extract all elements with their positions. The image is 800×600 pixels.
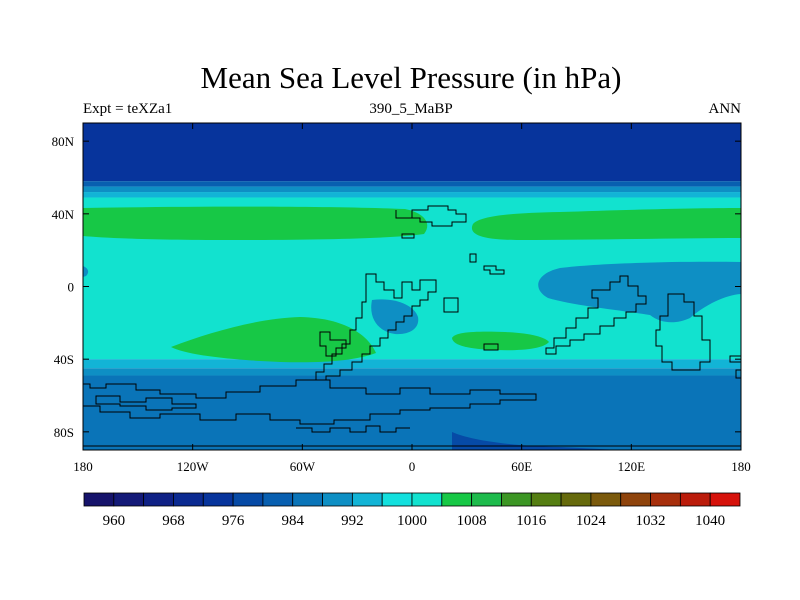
chart-title: Mean Sea Level Pressure (in hPa) [200,60,622,95]
colorbar-label: 960 [103,513,126,529]
band-2 [83,186,741,193]
band-6 [83,368,741,376]
colorbar-swatch [381,492,413,507]
colorbar-swatch [650,492,681,507]
colorbar-swatch [143,492,174,507]
colorbar-swatch [351,492,383,507]
colorbar-swatch [232,492,264,507]
period-label: 390_5_MaBP [369,101,453,117]
colorbar-label: 1008 [457,513,487,529]
colorbar-label: 984 [281,513,304,529]
colorbar-label: 992 [341,513,364,529]
season-label: ANN [708,101,742,117]
colorbar-swatch [620,492,651,507]
colorbar-swatch [173,492,204,507]
y-tick-label: 40S [54,352,74,367]
colorbar-swatch [83,492,115,507]
colorbar-swatch [441,492,473,507]
colorbar-label: 1000 [397,513,427,529]
colorbar: 960 968 976 984 992 1000 1008 1016 1024 1032 1040 [83,492,741,529]
x-tick-label: 180 [731,459,751,474]
colorbar-swatch [709,492,741,507]
colorbar-swatch [292,492,323,507]
colorbar-label: 1024 [576,513,607,529]
band-0 [83,123,741,182]
colorbar-swatch [322,492,353,507]
colorbar-label: 1016 [516,513,547,529]
colorbar-label: 1040 [695,513,725,529]
colorbar-swatch [202,492,234,507]
northern-high-west [83,206,428,240]
pressure-cells [83,206,741,450]
x-tick-label: 60E [511,459,532,474]
colorbar-label: 968 [162,513,185,529]
colorbar-swatch [262,492,294,507]
colorbar-swatch [530,492,562,507]
band-7 [83,375,741,450]
y-tick-label: 0 [68,280,75,295]
northern-high-east [471,208,741,240]
colorbar-swatch [590,492,622,507]
southern-high-east [452,331,549,351]
band-3 [83,192,741,198]
band-1 [83,181,741,187]
band-5 [83,359,741,369]
southern-high-west [171,317,376,363]
colorbar-swatch [113,492,145,507]
y-tick-label: 80S [54,425,74,440]
experiment-label: Expt = teXZa1 [83,101,173,117]
y-tick-label: 40N [52,207,75,222]
colorbar-swatch [679,492,711,507]
equatorial-low-centre [371,299,419,335]
x-tick-label: 180 [73,459,93,474]
equatorial-low-east [538,261,741,323]
colorbar-swatch [471,492,502,507]
colorbar-swatch [501,492,532,507]
y-axis: 80N 40N 0 40S 80S [52,134,741,440]
y-tick-label: 80N [52,134,75,149]
tropical-low-west-edge [83,266,89,277]
x-tick-label: 0 [409,459,416,474]
colorbar-label: 976 [222,513,245,529]
plot-area [83,123,741,450]
x-tick-label: 60W [290,459,316,474]
colorbar-swatch [411,492,443,507]
x-tick-label: 120E [618,459,646,474]
colorbar-swatch [560,492,592,507]
colorbar-label: 1032 [636,513,666,529]
x-axis: 180 120W 60W 0 60E 120E 180 [73,123,751,474]
x-tick-label: 120W [177,459,210,474]
